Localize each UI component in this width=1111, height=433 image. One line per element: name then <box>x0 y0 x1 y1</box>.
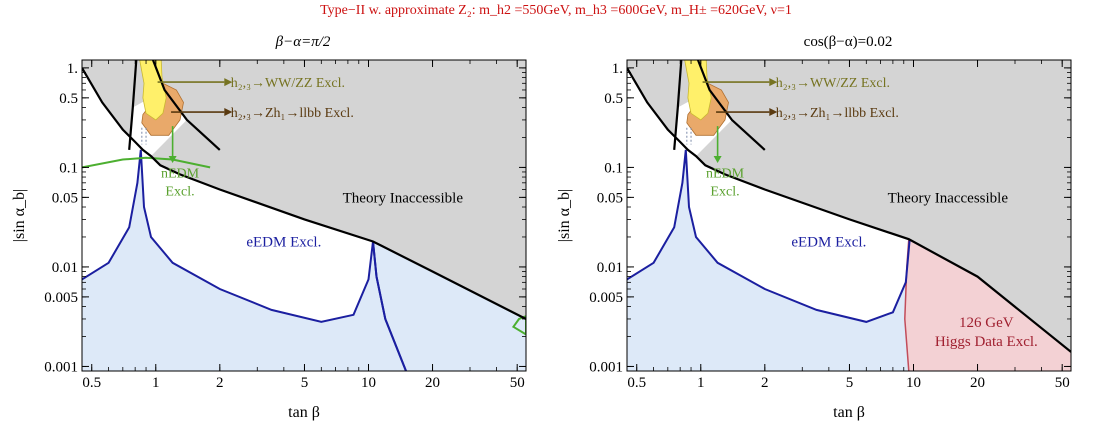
left-y-tick-label: 1. <box>67 61 78 77</box>
left-zh-label: h₂,₃→Zh₁→llbb Excl. <box>231 106 354 121</box>
figure-title: Type−II w. approximate Z₂: m_h2 =550GeV,… <box>320 3 792 18</box>
right-x-tick-label: 10 <box>906 375 921 391</box>
left-y-tick-label: 0.005 <box>44 290 78 306</box>
left-theory-branch-left <box>128 60 138 150</box>
right-eedm-line <box>627 149 911 323</box>
left-nedm-line <box>82 156 211 169</box>
right-x-tick-label: 20 <box>970 375 985 391</box>
right-nedm-arrowhead <box>713 156 722 164</box>
left-panel-title: β−α=π/2 <box>275 34 331 50</box>
right-zh-arrowhead <box>769 108 778 117</box>
right-panel-title: cos(β−α)=0.02 <box>804 34 893 50</box>
left-nedm-arrowhead <box>168 156 177 164</box>
right-higgs-label-1: 126 GeV <box>959 315 1014 331</box>
left-nedm-label-2: Excl. <box>165 185 194 200</box>
left-y-tick-label: 0.5 <box>59 91 78 107</box>
right-y-axis-label: |sin α_b| <box>556 189 573 242</box>
right-x-tick-label: 0.5 <box>627 375 646 391</box>
left-ww-arrowhead <box>224 78 233 87</box>
left-x-axis-label: tan β <box>288 404 320 421</box>
left-plot-area <box>82 60 526 371</box>
right-x-tick-label: 50 <box>1055 375 1070 391</box>
left-eedm-line-b <box>372 241 407 371</box>
right-x-tick-label: 2 <box>761 375 769 391</box>
left-panel: β−α=π/2 0.5 1 2 5 10 20 50 1. 0.5 0.1 0.05 0.01 0.00… <box>11 34 527 421</box>
right-eedm-label: eEDM Excl. <box>791 235 866 251</box>
right-x-axis-label: tan β <box>833 404 865 421</box>
left-y-tick-label: 0.05 <box>52 190 78 206</box>
left-theory-label: Theory Inaccessible <box>343 190 464 206</box>
left-x-tick-label: 20 <box>425 375 440 391</box>
left-zh-arrowhead <box>224 108 233 117</box>
left-y-tick-label: 0.1 <box>59 160 78 176</box>
left-x-tick-label: 2 <box>216 375 224 391</box>
right-y-tick-label: 0.005 <box>589 290 623 306</box>
right-y-tick-label: 1. <box>612 61 623 77</box>
right-theory-branch-left <box>673 60 683 150</box>
right-ww-label: h₂,₃→WW/ZZ Excl. <box>776 76 890 91</box>
right-y-tick-label: 0.05 <box>597 190 623 206</box>
left-x-tick-label: 1 <box>152 375 160 391</box>
right-y-tick-label: 0.01 <box>597 260 623 276</box>
right-theory-label: Theory Inaccessible <box>888 190 1009 206</box>
right-y-tick-label: 0.1 <box>604 160 623 176</box>
left-x-tick-label: 50 <box>510 375 525 391</box>
right-x-tick-label: 1 <box>697 375 705 391</box>
left-y-tick-label: 0.001 <box>44 359 78 375</box>
right-theory-line <box>627 67 1071 353</box>
right-y-tick-label: 0.001 <box>589 359 623 375</box>
left-y-tick-label: 0.01 <box>52 260 78 276</box>
left-eedm-region-tail <box>373 241 526 371</box>
left-x-tick-label: 5 <box>301 375 309 391</box>
right-zh-label: h₂,₃→Zh₁→llbb Excl. <box>776 106 899 121</box>
right-plot-area <box>627 60 1071 371</box>
right-ww-arrowhead <box>769 78 778 87</box>
left-eedm-label: eEDM Excl. <box>246 235 321 251</box>
right-higgs-region <box>904 239 1071 371</box>
right-nedm-label-2: Excl. <box>710 185 739 200</box>
left-nedm-corner <box>511 315 526 336</box>
left-eedm-region <box>82 149 406 371</box>
left-x-tick-label: 10 <box>361 375 376 391</box>
right-x-tick-label: 5 <box>846 375 854 391</box>
right-panel: cos(β−α)=0.02 0.5 1 2 5 10 20 50 1. 0.5 0.1 0.05 0.… <box>556 34 1072 421</box>
left-y-axis-label: |sin α_b| <box>11 189 28 242</box>
left-ww-label: h₂,₃→WW/ZZ Excl. <box>231 76 345 91</box>
left-nedm-label-1: nEDM <box>161 167 200 182</box>
right-theory-region <box>627 60 1071 352</box>
left-theory-branch-right <box>151 60 221 151</box>
right-y-tick-label: 0.5 <box>604 91 623 107</box>
right-higgs-label-2: Higgs Data Excl. <box>935 334 1038 350</box>
right-nedm-label-1: nEDM <box>706 167 745 182</box>
left-theory-line <box>82 67 526 320</box>
right-theory-branch-right <box>696 60 766 151</box>
left-x-tick-label: 0.5 <box>82 375 101 391</box>
